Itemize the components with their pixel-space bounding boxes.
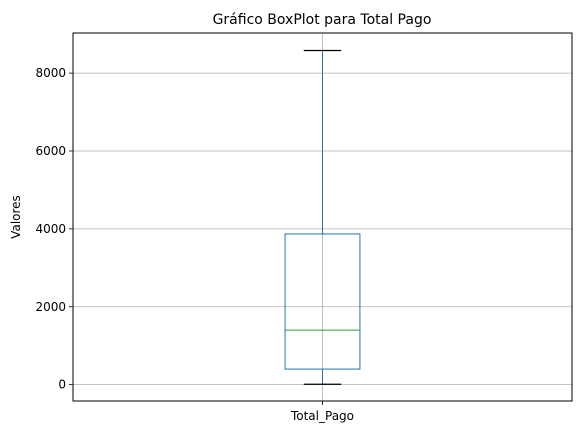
y-tick-label: 6000 [35,144,66,158]
box-layer [284,49,361,385]
tick-layer: 0 2000 4000 6000 8000 Total_Pago [35,66,354,423]
y-axis-label: Valores [9,195,23,239]
y-tick-label: 8000 [35,66,66,80]
y-tick-label: 4000 [35,222,66,236]
y-tick-label: 0 [58,378,66,392]
y-tick-label: 2000 [35,300,66,314]
iqr-box [284,233,361,370]
chart-title: Gráfico BoxPlot para Total Pago [213,12,432,28]
x-tick-label: Total_Pago [290,409,354,423]
